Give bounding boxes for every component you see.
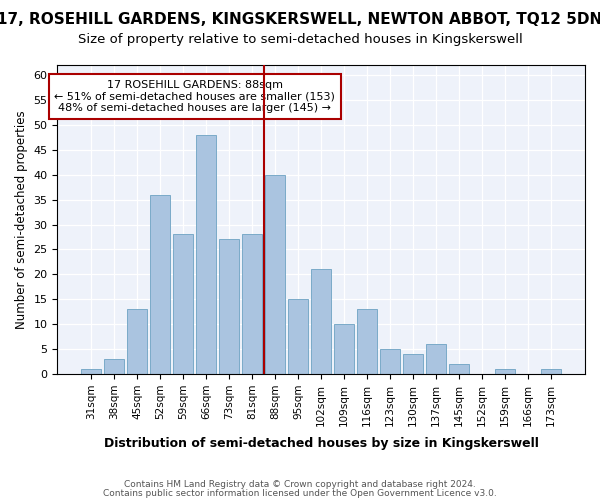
Text: 17, ROSEHILL GARDENS, KINGSKERSWELL, NEWTON ABBOT, TQ12 5DN: 17, ROSEHILL GARDENS, KINGSKERSWELL, NEW… [0,12,600,28]
Bar [265,174,285,374]
Bar [104,359,124,374]
Text: Size of property relative to semi-detached houses in Kingskerswell: Size of property relative to semi-detach… [77,32,523,46]
Bar [220,240,239,374]
Bar [82,369,101,374]
Bar [449,364,469,374]
Bar [289,300,308,374]
Text: Contains HM Land Registry data © Crown copyright and database right 2024.: Contains HM Land Registry data © Crown c… [124,480,476,489]
Text: 17 ROSEHILL GARDENS: 88sqm
← 51% of semi-detached houses are smaller (153)
48% o: 17 ROSEHILL GARDENS: 88sqm ← 51% of semi… [54,80,335,113]
Bar [358,309,377,374]
Bar [242,234,262,374]
Bar [127,309,147,374]
Bar [151,194,170,374]
Bar [541,369,561,374]
Bar [311,270,331,374]
Bar [403,354,423,374]
Bar [196,135,216,374]
Bar [496,369,515,374]
Bar [380,349,400,374]
Bar [334,324,354,374]
Bar [173,234,193,374]
X-axis label: Distribution of semi-detached houses by size in Kingskerswell: Distribution of semi-detached houses by … [104,437,539,450]
Text: Contains public sector information licensed under the Open Government Licence v3: Contains public sector information licen… [103,488,497,498]
Bar [427,344,446,374]
Y-axis label: Number of semi-detached properties: Number of semi-detached properties [15,110,28,329]
